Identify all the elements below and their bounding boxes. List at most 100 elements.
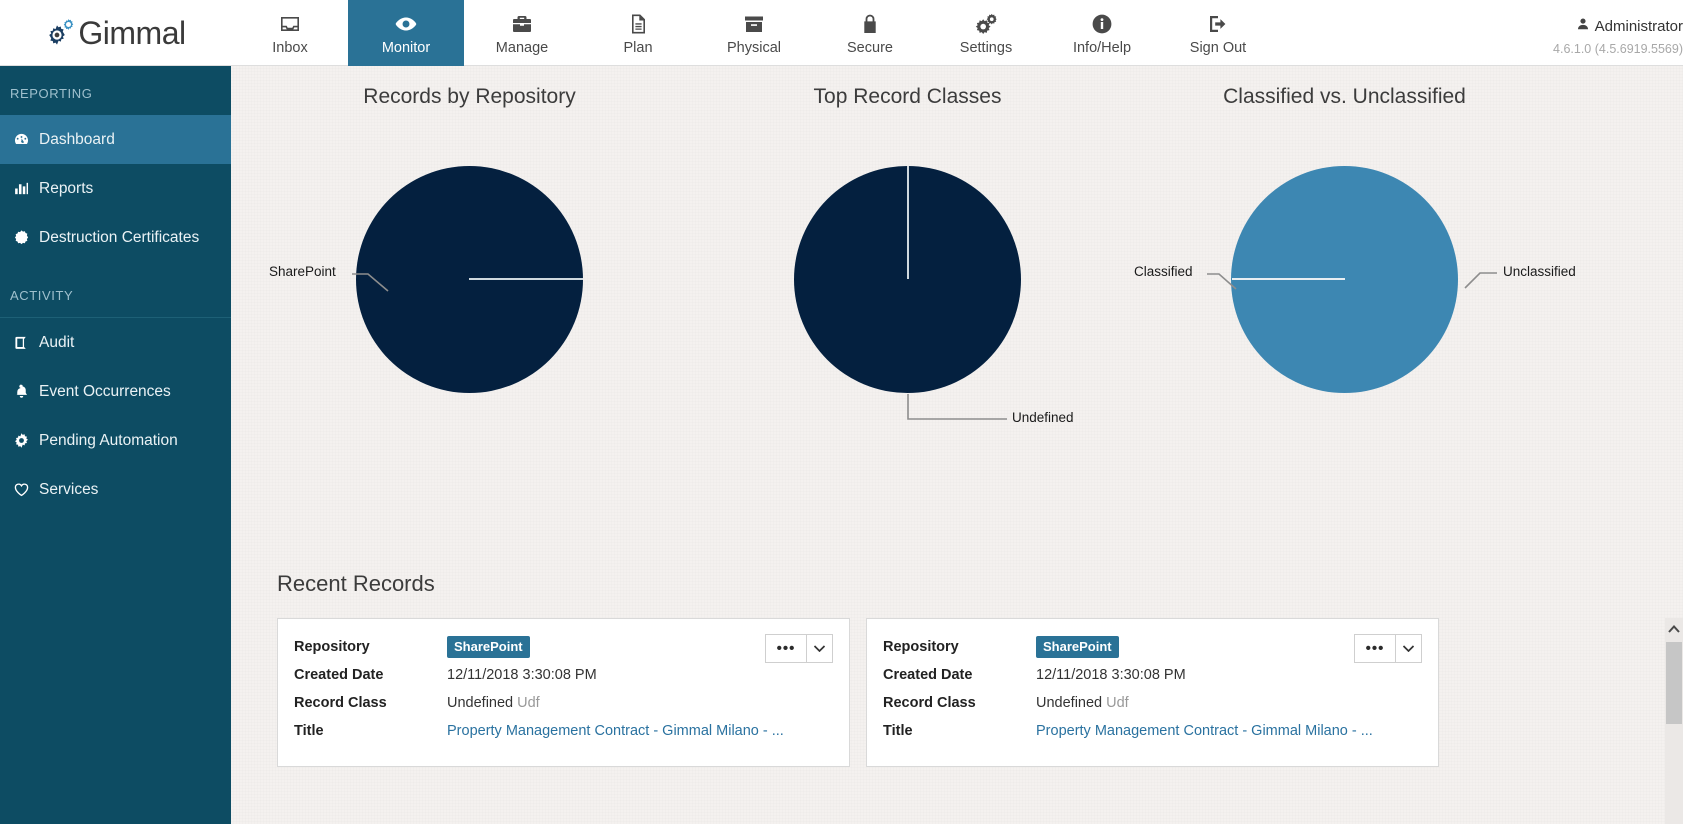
nav-label-sign-out: Sign Out xyxy=(1189,39,1247,56)
record-value-repository: SharePoint xyxy=(447,636,530,658)
nav-item-secure[interactable]: Secure xyxy=(812,0,928,66)
nav-item-manage[interactable]: Manage xyxy=(464,0,580,66)
inbox-icon xyxy=(278,11,302,37)
record-value-record-class: Undefined Udf xyxy=(1036,695,1129,711)
seal-icon xyxy=(12,229,30,246)
gear-logo-icon xyxy=(46,18,80,48)
bar-chart-icon xyxy=(12,180,30,197)
record-title-link[interactable]: Property Management Contract - Gimmal Mi… xyxy=(1036,723,1373,739)
nav-label-plan: Plan xyxy=(623,39,653,56)
dashboard-gauge-icon xyxy=(12,131,30,148)
record-row-created-date: Created Date 12/11/2018 3:30:08 PM xyxy=(288,661,833,689)
pie-divider-line xyxy=(1232,278,1345,280)
lock-icon xyxy=(858,11,882,37)
box-icon xyxy=(742,11,766,37)
chevron-down-icon[interactable] xyxy=(1396,634,1422,663)
eye-icon xyxy=(393,11,419,37)
record-value-created-date: 12/11/2018 3:30:08 PM xyxy=(1036,667,1186,683)
nav-item-plan[interactable]: Plan xyxy=(580,0,696,66)
chart-top-record-classes: Top Record Classes Undefined xyxy=(689,66,1126,566)
bell-icon xyxy=(12,383,30,400)
repository-badge[interactable]: SharePoint xyxy=(1036,636,1119,658)
record-more-button[interactable]: ••• xyxy=(1354,634,1396,663)
chart-records-by-repository: Records by Repository SharePoint xyxy=(251,66,688,566)
sidebar-heading-activity: ACTIVITY xyxy=(0,262,231,318)
repository-badge[interactable]: SharePoint xyxy=(447,636,530,658)
record-class-name: Undefined xyxy=(447,695,514,711)
nav-item-monitor[interactable]: Monitor xyxy=(348,0,464,66)
sidebar-item-services[interactable]: Services xyxy=(0,465,231,514)
info-icon xyxy=(1090,11,1114,37)
signout-icon xyxy=(1206,11,1230,37)
leader-line-unclassified xyxy=(1464,269,1498,291)
sidebar-heading-reporting: REPORTING xyxy=(10,86,93,101)
pie-divider-line xyxy=(907,166,909,279)
nav-item-settings[interactable]: Settings xyxy=(928,0,1044,66)
chart-title-top-record-classes: Top Record Classes xyxy=(813,85,1002,108)
pie-label-classified: Classified xyxy=(1134,264,1193,279)
record-card[interactable]: Repository SharePoint Created Date 12/11… xyxy=(866,618,1439,767)
record-value-title: Property Management Contract - Gimmal Mi… xyxy=(447,723,784,739)
pie-label-undefined: Undefined xyxy=(1012,410,1074,425)
heart-icon xyxy=(12,481,30,498)
nav-item-inbox[interactable]: Inbox xyxy=(232,0,348,66)
sidebar-item-pending-automation[interactable]: Pending Automation xyxy=(0,416,231,465)
chart-classified-vs-unclassified: Classified vs. Unclassified Classified U… xyxy=(1126,66,1576,566)
sidebar-item-destruction-certificates[interactable]: Destruction Certificates xyxy=(0,213,231,262)
record-label-created-date: Created Date xyxy=(294,667,384,683)
record-label-repository: Repository xyxy=(883,639,959,655)
sidebar-item-audit[interactable]: Audit xyxy=(0,318,231,367)
record-row-title: Title Property Management Contract - Gim… xyxy=(288,717,833,745)
record-row-record-class: Record Class Undefined Udf xyxy=(877,689,1422,717)
scroll-up-arrow-icon[interactable] xyxy=(1665,620,1683,637)
sidebar-item-event-occurrences[interactable]: Event Occurrences xyxy=(0,367,231,416)
user-account-button[interactable]: Administrator xyxy=(1576,17,1683,36)
record-label-title: Title xyxy=(294,723,324,739)
nav-label-inbox: Inbox xyxy=(272,39,308,56)
sidebar-label-pending-automation: Pending Automation xyxy=(39,431,178,449)
record-label-repository: Repository xyxy=(294,639,370,655)
recent-records-list: Repository SharePoint Created Date 12/11… xyxy=(277,618,1607,824)
sidebar-label-event-occurrences: Event Occurrences xyxy=(39,382,171,400)
record-label-created-date: Created Date xyxy=(883,667,973,683)
recent-records-scrollbar[interactable] xyxy=(1665,618,1683,824)
sidebar-item-dashboard[interactable]: Dashboard xyxy=(0,115,231,164)
sidebar-item-reports[interactable]: Reports xyxy=(0,164,231,213)
leader-line-undefined xyxy=(899,393,1009,425)
sidebar-label-audit: Audit xyxy=(39,333,75,351)
nav-label-secure: Secure xyxy=(847,39,893,56)
top-navigation-bar: Gimmal Inbox Monitor Manage Plan xyxy=(0,0,1683,66)
chevron-down-icon[interactable] xyxy=(807,634,833,663)
record-more-button[interactable]: ••• xyxy=(765,634,807,663)
pie-wrap-record-classes: Undefined xyxy=(689,109,1126,529)
record-row-repository: Repository SharePoint xyxy=(288,633,833,661)
chart-title-records-by-repository: Records by Repository xyxy=(363,85,576,108)
scrollbar-thumb[interactable] xyxy=(1666,642,1682,724)
record-label-record-class: Record Class xyxy=(883,695,976,711)
record-label-title: Title xyxy=(883,723,913,739)
user-name: Administrator xyxy=(1594,18,1683,35)
record-card[interactable]: Repository SharePoint Created Date 12/11… xyxy=(277,618,850,767)
user-area: Administrator 4.6.1.0 (4.5.6919.5569) xyxy=(1493,0,1683,65)
pie-wrap-classified: Classified Unclassified xyxy=(1126,109,1576,529)
recent-records-title: Recent Records xyxy=(277,571,435,596)
nav-item-physical[interactable]: Physical xyxy=(696,0,812,66)
nav-label-settings: Settings xyxy=(959,39,1013,56)
chart-title-classified-vs-unclassified: Classified vs. Unclassified xyxy=(1223,85,1466,108)
record-class-code: Udf xyxy=(1106,695,1129,711)
nav-label-info-help: Info/Help xyxy=(1072,39,1132,56)
record-value-created-date: 12/11/2018 3:30:08 PM xyxy=(447,667,597,683)
brand-logo[interactable]: Gimmal xyxy=(0,0,232,66)
record-row-title: Title Property Management Contract - Gim… xyxy=(877,717,1422,745)
charts-row: Records by Repository SharePoint Top Rec… xyxy=(231,66,1683,566)
record-title-link[interactable]: Property Management Contract - Gimmal Mi… xyxy=(447,723,784,739)
brand-name: Gimmal xyxy=(78,15,186,51)
app-version: 4.6.1.0 (4.5.6919.5569) xyxy=(1553,42,1683,56)
nav-item-info-help[interactable]: Info/Help xyxy=(1044,0,1160,66)
record-row-repository: Repository SharePoint xyxy=(877,633,1422,661)
nav-item-sign-out[interactable]: Sign Out xyxy=(1160,0,1276,66)
gear-icon xyxy=(12,432,30,449)
pie-label-unclassified: Unclassified xyxy=(1503,264,1576,279)
record-actions: ••• xyxy=(1354,634,1422,663)
record-row-record-class: Record Class Undefined Udf xyxy=(288,689,833,717)
